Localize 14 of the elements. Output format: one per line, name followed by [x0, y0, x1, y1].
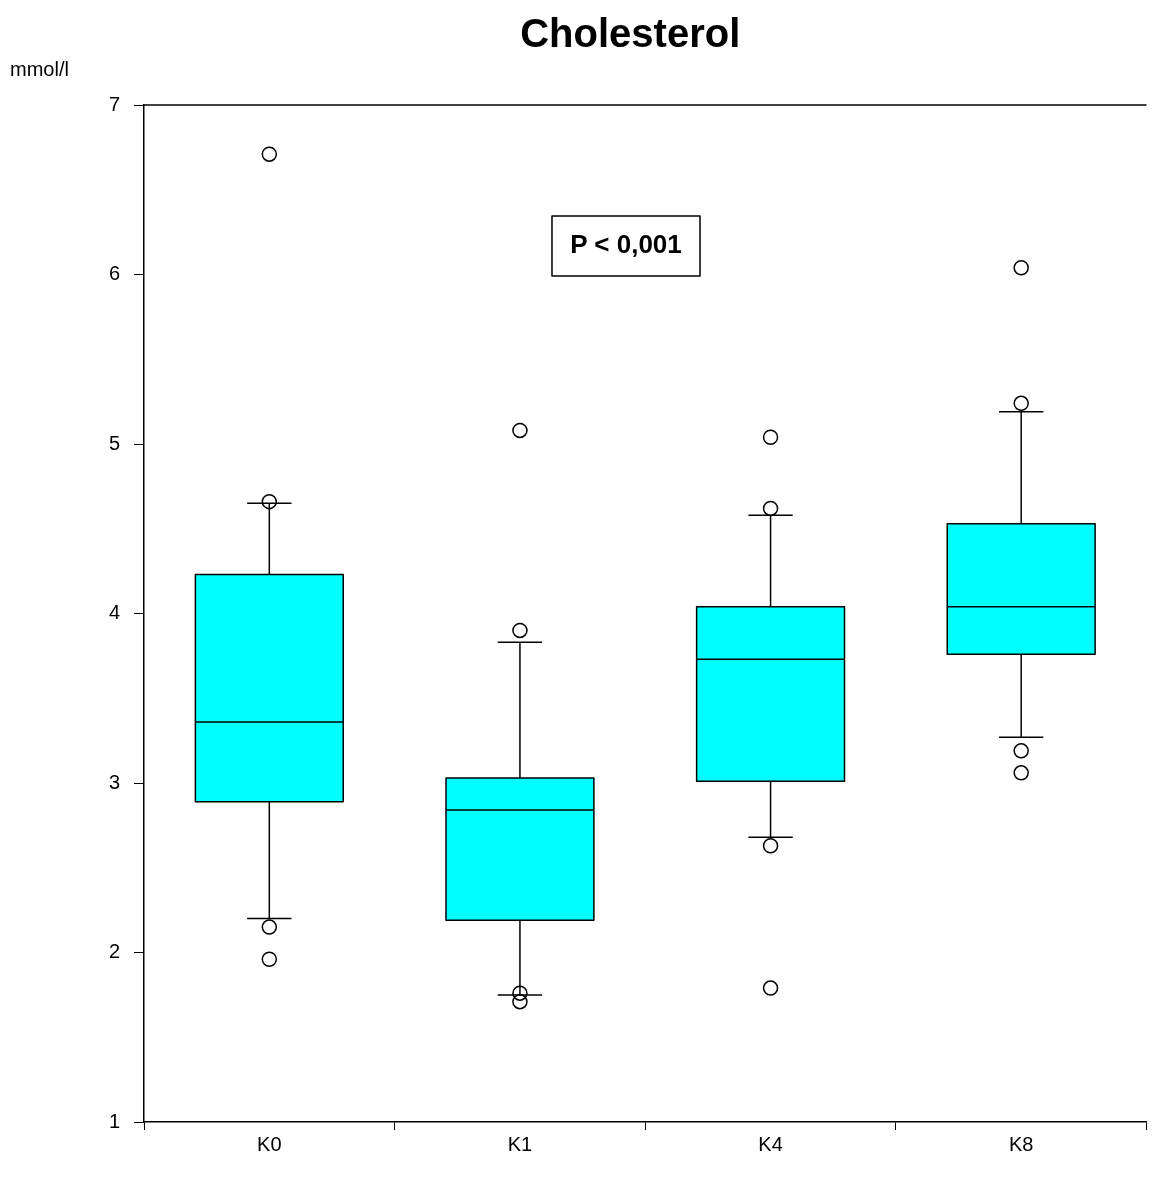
- y-tick-label: 6: [108, 262, 120, 285]
- y-tick-label: 2: [108, 940, 120, 963]
- x-tick-label: K4: [758, 1132, 783, 1155]
- y-tick-label: 7: [108, 92, 120, 115]
- y-tick-label: 5: [108, 431, 120, 454]
- annotation: P < 0,001: [570, 229, 682, 260]
- x-tick-label: K8: [1008, 1132, 1034, 1155]
- y-axis-title: mmol/l: [10, 57, 69, 80]
- x-tick-label: K0: [257, 1132, 282, 1155]
- y-tick-label: 4: [108, 601, 120, 624]
- y-tick-label: 1: [108, 1109, 120, 1132]
- x-tick-label: K1: [507, 1132, 533, 1155]
- chart-title: Cholesterol: [520, 11, 741, 56]
- y-tick-label: 3: [108, 770, 120, 793]
